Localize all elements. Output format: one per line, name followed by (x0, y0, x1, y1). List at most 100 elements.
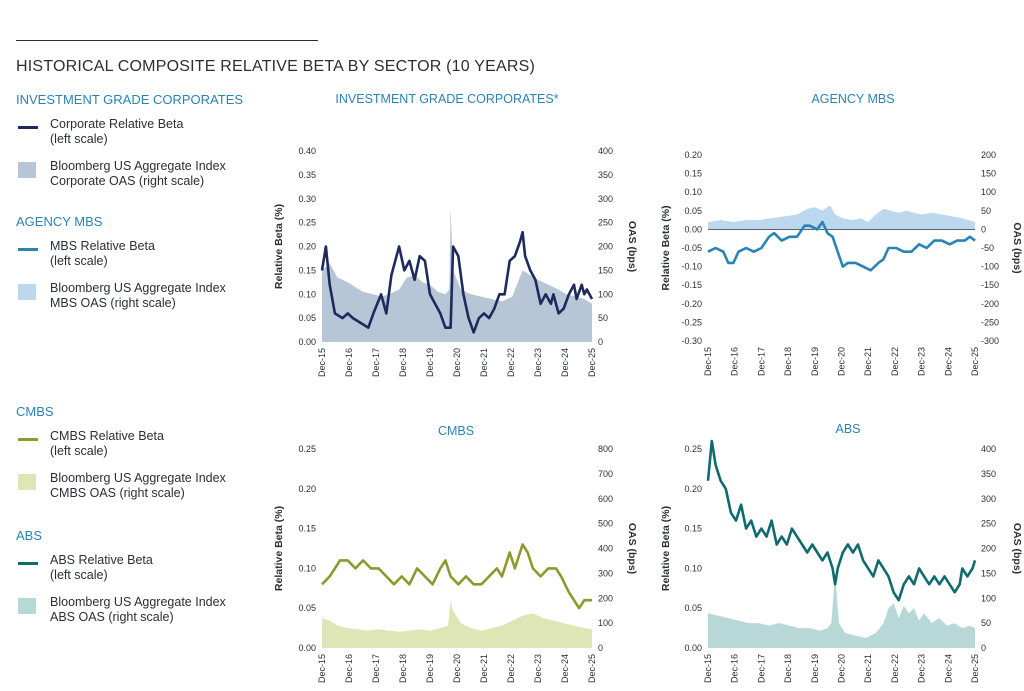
x-tick-label: Dec-20 (837, 654, 847, 683)
y-tick-label: 0.05 (684, 603, 702, 613)
y-tick-label: 0.30 (298, 194, 316, 204)
legend-section-title: INVESTMENT GRADE CORPORATES (16, 92, 244, 107)
x-tick-label: Dec-16 (344, 348, 354, 377)
legend-line-swatch (18, 126, 38, 129)
x-tick-label: Dec-24 (560, 348, 570, 377)
page-title: HISTORICAL COMPOSITE RELATIVE BETA BY SE… (16, 58, 535, 75)
y-tick-label: 0.40 (298, 146, 316, 156)
y2-tick-label: 0 (598, 643, 603, 653)
legend-label: Bloomberg US Aggregate Index Corporate OA… (50, 159, 226, 188)
y2-tick-label: -250 (981, 317, 999, 327)
x-tick-label: Dec-19 (425, 348, 435, 377)
x-tick-label: Dec-16 (730, 654, 740, 683)
x-tick-label: Dec-25 (970, 347, 980, 376)
x-tick-label: Dec-18 (398, 654, 408, 683)
legend-line-swatch (18, 248, 38, 251)
x-tick-label: Dec-17 (756, 654, 766, 683)
y2-tick-label: 200 (981, 150, 996, 160)
x-tick-label: Dec-22 (890, 347, 900, 376)
legend-line-item: CMBS Relative Beta (left scale) (16, 429, 266, 459)
legend-label: Bloomberg US Aggregate Index ABS OAS (rig… (50, 595, 226, 624)
legend-area-item: Bloomberg US Aggregate Index ABS OAS (rig… (16, 595, 266, 625)
y-tick-label: -0.10 (681, 262, 702, 272)
y-tick-label: 0.10 (684, 563, 702, 573)
x-tick-label: Dec-21 (863, 654, 873, 683)
legend-label: Bloomberg US Aggregate Index CMBS OAS (ri… (50, 471, 226, 500)
y-tick-label: -0.05 (681, 243, 702, 253)
chart-title: ABS (835, 422, 860, 436)
chart-title: AGENCY MBS (811, 92, 894, 106)
x-tick-label: Dec-18 (398, 348, 408, 377)
y2-tick-label: 0 (598, 337, 603, 347)
legend-section-0: INVESTMENT GRADE CORPORATES Corporate Rel… (16, 92, 266, 201)
x-tick-label: Dec-23 (917, 654, 927, 683)
legend-section-1: AGENCY MBS MBS Relative Beta (left scale) B… (16, 214, 266, 323)
y2-axis-label: OAS (bps) (626, 221, 638, 272)
y-tick-label: 0.20 (684, 484, 702, 494)
y2-tick-label: 200 (981, 544, 996, 554)
y2-tick-label: -150 (981, 280, 999, 290)
y-tick-label: 0.05 (684, 206, 702, 216)
y-tick-label: 0.00 (298, 337, 316, 347)
x-tick-label: Dec-20 (452, 348, 462, 377)
y-tick-label: 0.25 (684, 444, 702, 454)
x-tick-label: Dec-24 (943, 654, 953, 683)
x-tick-label: Dec-15 (703, 654, 713, 683)
beta-line (706, 439, 977, 602)
x-tick-label: Dec-21 (863, 347, 873, 376)
x-tick-label: Dec-15 (317, 348, 327, 377)
legend-line-item: ABS Relative Beta (left scale) (16, 553, 266, 583)
y2-tick-label: 400 (981, 444, 996, 454)
y2-tick-label: 0 (981, 224, 986, 234)
y-tick-label: 0.20 (298, 242, 316, 252)
chart-title: CMBS (438, 424, 474, 438)
legend-section-title: AGENCY MBS (16, 214, 103, 229)
x-tick-label: Dec-17 (371, 654, 381, 683)
y-tick-label: 0.20 (684, 150, 702, 160)
legend-section-3: ABS ABS Relative Beta (left scale) Bloomber… (16, 528, 266, 637)
legend-line-swatch (18, 438, 38, 441)
y2-tick-label: 350 (598, 170, 613, 180)
legend-section-title: CMBS (16, 404, 54, 419)
legend-area-swatch (18, 162, 36, 178)
legend-label: Corporate Relative Beta (left scale) (50, 117, 184, 146)
y2-tick-label: 300 (598, 194, 613, 204)
chart-3: ABS 0.00 0.05 0.10 0.15 0.20 0.25 0 50 100 150 200 2… (660, 422, 1023, 683)
legend-label: MBS Relative Beta (left scale) (50, 239, 155, 268)
y-tick-label: 0.15 (298, 524, 316, 534)
x-tick-label: Dec-24 (560, 654, 570, 683)
y-tick-label: -0.30 (681, 336, 702, 346)
y-axis-label: Relative Beta (%) (273, 204, 285, 289)
legend-area-swatch (18, 284, 36, 300)
y-tick-label: -0.20 (681, 299, 702, 309)
y2-tick-label: 50 (598, 313, 608, 323)
oas-area (708, 205, 975, 230)
legend-line-swatch (18, 562, 38, 565)
y-tick-label: 0.05 (298, 603, 316, 613)
x-tick-label: Dec-24 (943, 347, 953, 376)
chart-title: INVESTMENT GRADE CORPORATES* (335, 92, 558, 106)
beta-line (320, 230, 594, 334)
y2-tick-label: 700 (598, 469, 613, 479)
y2-tick-label: 150 (981, 568, 996, 578)
x-tick-label: Dec-22 (890, 654, 900, 683)
x-tick-label: Dec-16 (344, 654, 354, 683)
legend-area-swatch (18, 474, 36, 490)
y-tick-label: 0.10 (684, 187, 702, 197)
y-tick-label: 0.10 (298, 563, 316, 573)
y2-tick-label: -300 (981, 336, 999, 346)
legend-label: ABS Relative Beta (left scale) (50, 553, 153, 582)
legend-label: CMBS Relative Beta (left scale) (50, 429, 164, 458)
chart-1: AGENCY MBS -0.30 -0.25 -0.20 -0.15 -0.10 -0.05… (660, 92, 1023, 376)
x-tick-label: Dec-16 (730, 347, 740, 376)
y2-tick-label: 100 (598, 618, 613, 628)
y2-tick-label: 250 (981, 519, 996, 529)
x-tick-label: Dec-23 (533, 654, 543, 683)
legend-area-swatch (18, 598, 36, 614)
y-tick-label: 0.25 (298, 218, 316, 228)
y2-tick-label: 350 (981, 469, 996, 479)
y2-tick-label: 250 (598, 218, 613, 228)
y-tick-label: 0.15 (684, 524, 702, 534)
oas-area (708, 573, 975, 648)
